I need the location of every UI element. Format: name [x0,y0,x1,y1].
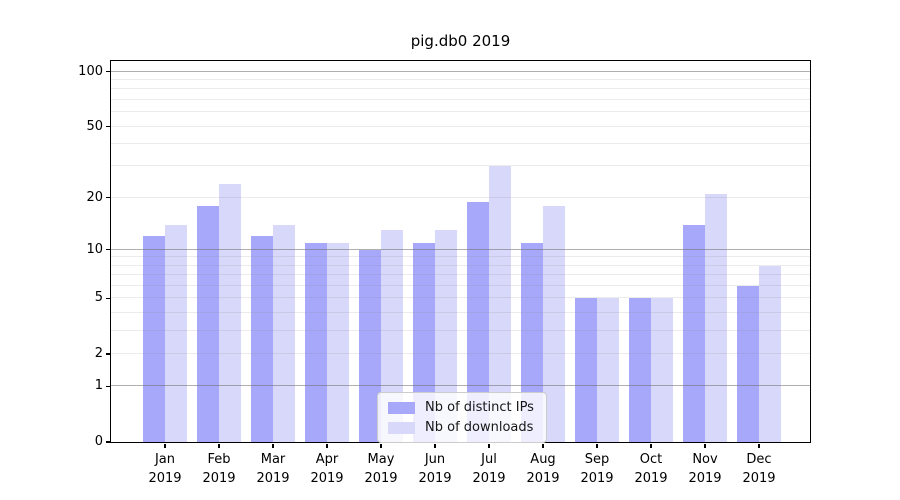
gridline-minor-80 [111,88,810,90]
bar-nb-of-distinct-ips-feb [197,205,219,442]
x-tick-jun [434,443,436,448]
bar-nb-of-downloads-jun [435,230,457,442]
bar-nb-of-distinct-ips-jul [467,201,489,442]
bar-nb-of-downloads-sep [597,298,619,442]
gridline-minor-70 [111,99,810,100]
x-tick-sep [596,443,598,448]
x-tick-label-oct: Oct 2019 [634,452,668,486]
bar-nb-of-distinct-ips-dec [737,285,759,442]
y-tick-label-2: 2 [94,345,103,361]
x-tick-label-feb: Feb 2019 [202,452,236,486]
bar-nb-of-downloads-oct [651,298,673,442]
bar-nb-of-distinct-ips-oct [629,298,651,442]
x-tick-mar [272,443,274,448]
y-tick-5 [106,297,110,299]
y-tick-0 [106,441,110,443]
y-tick-label-100: 100 [78,63,103,79]
bar-nb-of-downloads-nov [705,194,727,442]
bar-nb-of-downloads-feb [219,183,241,442]
y-tick-label-50: 50 [86,118,103,134]
legend-label-downloads: Nb of downloads [425,420,534,435]
x-tick-jan [164,443,166,448]
x-tick-label-jan: Jan 2019 [148,452,182,486]
bar-nb-of-distinct-ips-apr [305,242,327,442]
bar-nb-of-distinct-ips-mar [251,236,273,442]
y-tick-1 [106,385,110,388]
x-tick-apr [326,443,328,448]
legend-item-distinct-ips: Nb of distinct IPs [388,400,534,415]
bar-nb-of-downloads-mar [273,224,295,442]
y-tick-label-0: 0 [94,434,103,449]
legend-item-downloads: Nb of downloads [388,420,534,435]
bar-nb-of-distinct-ips-may [359,249,381,442]
legend-label-distinct-ips: Nb of distinct IPs [425,400,534,415]
x-tick-feb [218,443,220,448]
y-tick-2 [106,353,110,355]
y-tick-label-10: 10 [86,241,103,257]
chart-title: pig.db0 2019 [410,32,511,50]
bar-nb-of-downloads-jul [489,166,511,442]
bar-nb-of-distinct-ips-sep [575,298,597,442]
x-tick-aug [542,443,544,448]
y-tick-label-5: 5 [94,290,103,306]
y-tick-label-1: 1 [94,378,103,394]
gridline-minor-40 [111,143,810,145]
y-tick-20 [106,197,110,199]
bar-nb-of-downloads-dec [759,265,781,442]
bar-nb-of-downloads-may [381,230,403,442]
y-tick-label-20: 20 [86,189,103,205]
x-tick-label-dec: Dec 2019 [742,452,776,486]
gridline-minor-50 [111,125,810,127]
x-tick-label-apr: Apr 2019 [310,452,344,486]
x-tick-label-jun: Jun 2019 [418,452,452,486]
bar-nb-of-downloads-apr [327,242,349,442]
plot-area: Nb of distinct IPs Nb of downloads 0 1 2 5 1… [78,60,811,486]
bar-nb-of-distinct-ips-nov [683,224,705,442]
y-tick-50 [106,125,110,128]
x-tick-may [380,443,382,448]
legend-swatch-downloads [388,421,415,434]
legend-swatch-distinct-ips [388,401,415,414]
x-tick-label-mar: Mar 2019 [256,452,290,486]
x-tick-nov [704,443,706,448]
x-tick-label-jul: Jul 2019 [472,452,506,486]
gridline-minor-30 [111,165,810,167]
x-tick-jul [488,443,490,448]
bar-nb-of-downloads-aug [543,205,565,442]
x-tick-dec [758,443,760,448]
gridline-major-100 [111,70,810,72]
gridline-minor-90 [111,79,810,81]
y-tick-10 [106,248,110,251]
bar-nb-of-distinct-ips-jan [143,236,165,442]
x-tick-label-nov: Nov 2019 [688,452,722,486]
x-tick-label-may: May 2019 [364,452,398,486]
x-tick-oct [650,443,652,448]
legend: Nb of distinct IPs Nb of downloads [377,392,547,443]
y-tick-100 [106,71,110,73]
bar-nb-of-downloads-jan [165,224,187,442]
gridline-minor-60 [111,111,810,113]
x-tick-label-aug: Aug 2019 [526,452,560,486]
x-tick-label-sep: Sep 2019 [580,452,614,486]
